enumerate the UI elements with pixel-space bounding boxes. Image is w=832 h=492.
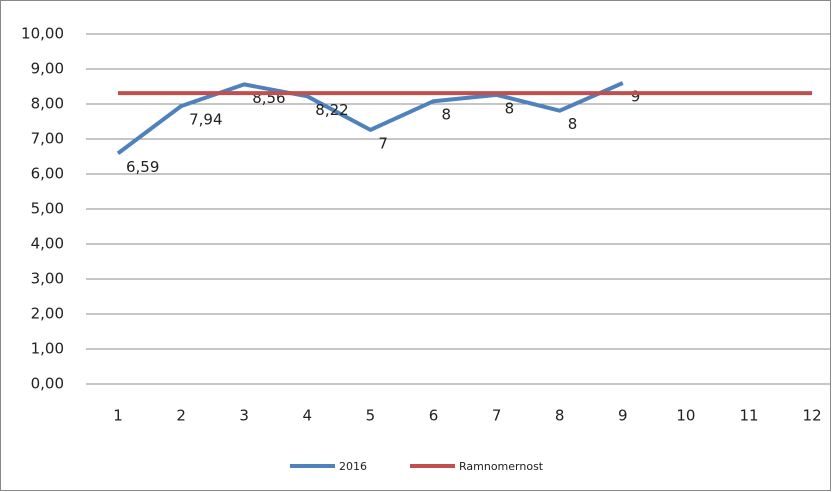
data-label: 8 <box>505 99 515 117</box>
data-label: 8 <box>568 115 578 133</box>
x-tick-label: 3 <box>239 407 249 425</box>
y-tick-label: 2,00 <box>31 305 64 323</box>
y-tick-label: 0,00 <box>31 375 64 393</box>
data-label: 9 <box>631 88 641 106</box>
legend-label: Ramnomernost <box>459 460 544 473</box>
data-label: 8,22 <box>315 101 348 119</box>
x-tick-label: 1 <box>113 407 123 425</box>
data-label: 8 <box>442 106 452 124</box>
x-tick-label: 8 <box>555 407 565 425</box>
x-tick-label: 11 <box>739 407 758 425</box>
x-tick-label: 5 <box>366 407 376 425</box>
y-tick-label: 1,00 <box>31 340 64 358</box>
y-tick-label: 7,00 <box>31 130 64 148</box>
x-tick-label: 2 <box>176 407 186 425</box>
x-tick-label: 9 <box>618 407 628 425</box>
data-label: 7,94 <box>189 111 222 129</box>
data-label: 7 <box>378 134 388 152</box>
legend-label: 2016 <box>339 460 367 473</box>
y-tick-label: 8,00 <box>31 95 64 113</box>
y-tick-label: 10,00 <box>21 25 64 43</box>
y-tick-label: 9,00 <box>31 60 64 78</box>
y-tick-label: 3,00 <box>31 270 64 288</box>
x-tick-label: 7 <box>492 407 502 425</box>
y-tick-label: 6,00 <box>31 165 64 183</box>
series-line <box>116 81 624 155</box>
x-tick-label: 10 <box>676 407 695 425</box>
y-tick-label: 5,00 <box>31 200 64 218</box>
x-tick-label: 6 <box>429 407 439 425</box>
x-tick-label: 4 <box>303 407 313 425</box>
y-tick-label: 4,00 <box>31 235 64 253</box>
x-tick-label: 12 <box>803 407 822 425</box>
data-label: 6,59 <box>126 158 159 176</box>
